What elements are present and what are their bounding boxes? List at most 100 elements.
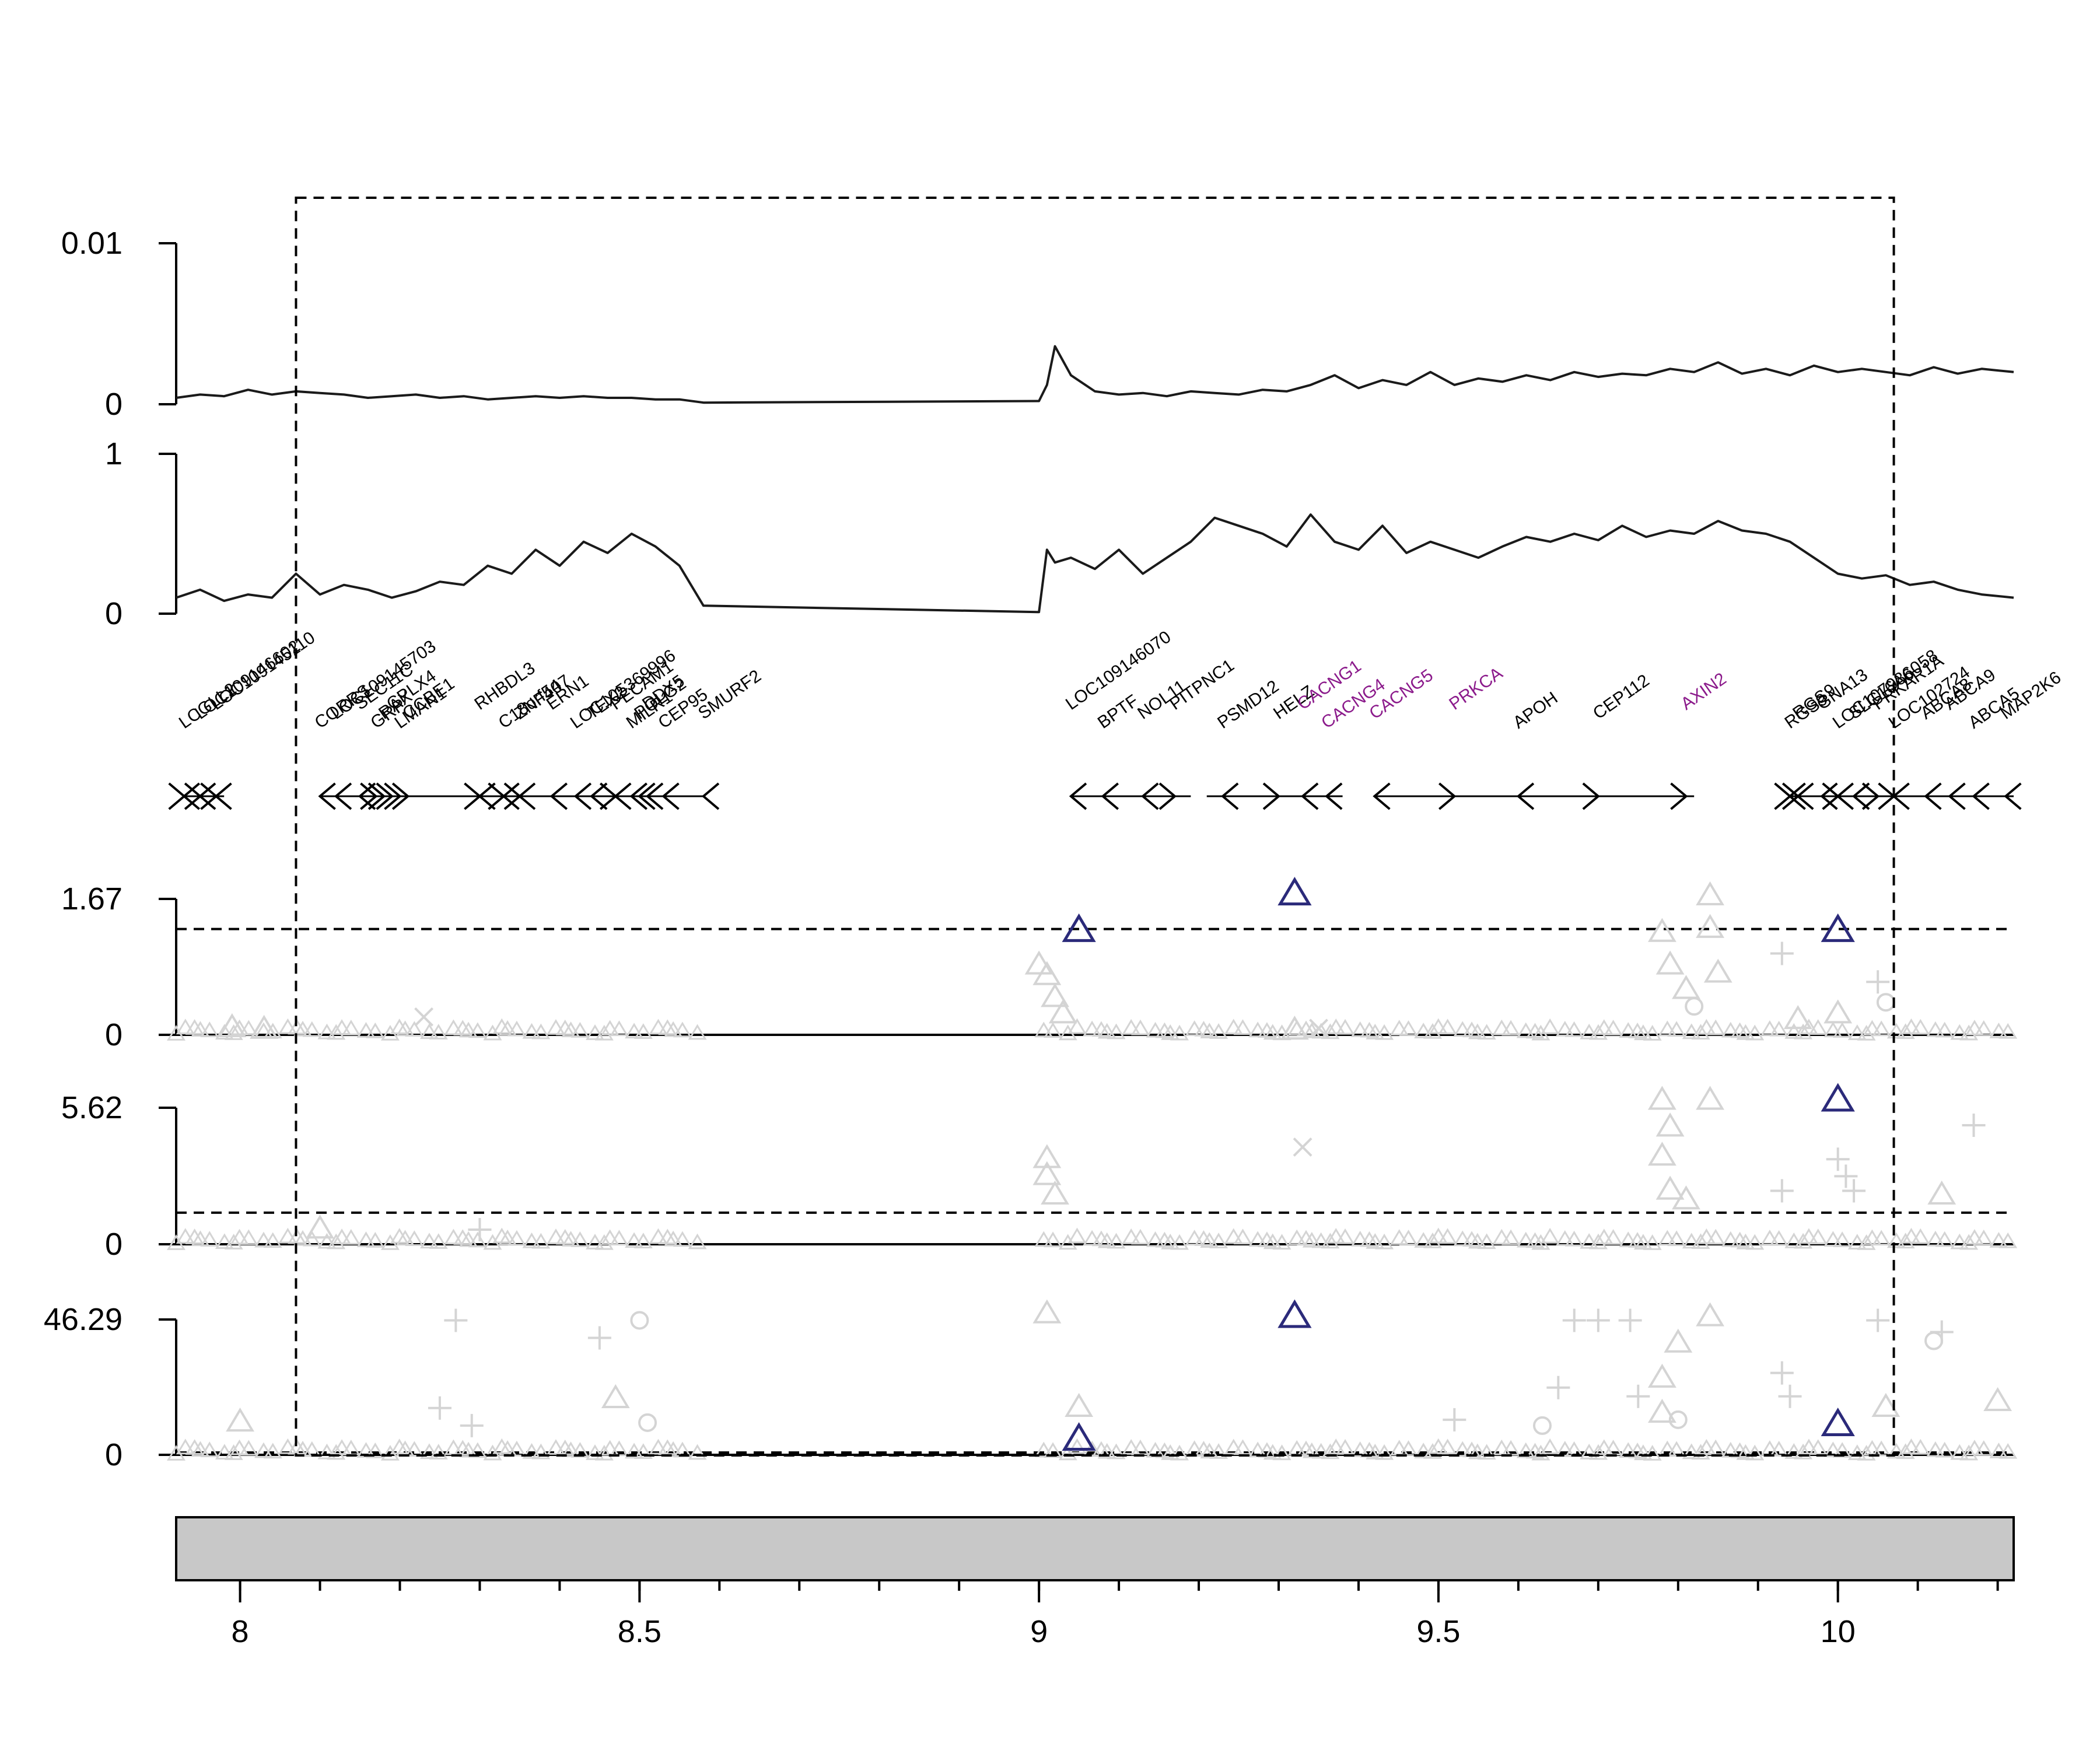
background-marker <box>1194 1020 1213 1037</box>
background-marker <box>1185 1020 1204 1036</box>
background-marker <box>191 1230 210 1247</box>
background-marker <box>1745 1234 1765 1250</box>
background-marker <box>215 1444 234 1460</box>
background-marker <box>1769 1020 1788 1037</box>
gene-strand-arrow <box>368 782 386 810</box>
background-marker <box>1224 1019 1243 1035</box>
background-marker <box>1619 1022 1638 1038</box>
background-marker <box>1618 1308 1642 1332</box>
background-marker <box>1706 1228 1726 1245</box>
background-marker <box>1044 1022 1062 1038</box>
background-marker <box>1155 1022 1174 1038</box>
background-marker <box>1911 1438 1930 1455</box>
background-marker <box>317 1023 337 1040</box>
chromosome-bar <box>175 1516 2015 1581</box>
background-marker <box>356 1442 376 1458</box>
background-marker <box>396 1020 415 1037</box>
gene-strand-arrow <box>1516 782 1535 810</box>
gene-label: PSMD12 <box>1214 677 1282 733</box>
background-marker <box>405 1230 424 1246</box>
background-marker <box>1950 1233 1969 1250</box>
background-marker <box>625 1232 643 1248</box>
background-marker <box>185 1228 204 1244</box>
background-marker <box>1336 1019 1354 1035</box>
background-marker <box>1502 1020 1521 1036</box>
gene-strand-arrow <box>1822 782 1854 810</box>
track-1: 0.01 0 <box>61 226 2014 422</box>
background-marker <box>1778 1384 1802 1408</box>
background-marker <box>1209 1233 1228 1248</box>
gene-label: BPTF <box>1094 691 1142 733</box>
background-marker <box>649 1019 668 1035</box>
background-marker <box>1871 1392 1901 1418</box>
background-marker <box>1911 1019 1930 1035</box>
gene-strand-arrow <box>488 782 520 810</box>
background-marker <box>1453 1021 1472 1037</box>
background-marker <box>1619 1231 1638 1247</box>
gene-strand-arrow <box>1101 782 1119 810</box>
background-marker <box>1887 1443 1906 1459</box>
background-marker <box>1983 1387 2013 1411</box>
background-marker <box>1824 1441 1843 1458</box>
highlighted-snp-marker <box>1821 913 1855 942</box>
track-3: 1.67 0 <box>61 877 2018 1052</box>
background-marker <box>1311 1232 1331 1248</box>
background-marker <box>1682 1443 1701 1460</box>
background-marker <box>1656 1112 1685 1137</box>
background-marker <box>507 1230 526 1246</box>
background-marker <box>1847 1024 1867 1040</box>
background-marker <box>1808 1439 1828 1455</box>
background-marker <box>1287 1229 1307 1245</box>
background-marker <box>1194 1230 1213 1246</box>
background-marker <box>610 1230 629 1246</box>
background-marker <box>561 1441 580 1457</box>
background-marker <box>288 1228 307 1244</box>
highlight-region-box <box>295 197 1895 1457</box>
background-marker <box>306 1214 334 1239</box>
background-marker <box>1647 918 1676 942</box>
background-marker <box>1770 942 1794 965</box>
background-marker <box>1872 1020 1891 1037</box>
background-marker <box>1263 1233 1282 1250</box>
background-marker <box>1564 1021 1584 1037</box>
background-marker <box>1647 1142 1676 1166</box>
background-marker <box>1682 1233 1701 1249</box>
background-marker <box>555 1228 575 1245</box>
background-marker <box>1336 1438 1354 1455</box>
background-marker <box>1516 1442 1535 1458</box>
background-marker <box>1257 1231 1276 1247</box>
background-marker <box>630 1311 649 1330</box>
background-marker <box>1842 1179 1866 1203</box>
background-marker <box>1794 1233 1813 1249</box>
background-marker <box>1685 997 1704 1016</box>
background-marker <box>1068 1018 1087 1034</box>
background-marker <box>1824 1231 1843 1247</box>
background-marker <box>1257 1442 1276 1458</box>
background-marker <box>1248 1021 1268 1038</box>
background-marker <box>1857 1024 1876 1041</box>
background-marker <box>1633 1234 1653 1250</box>
background-marker <box>658 1019 677 1035</box>
background-marker <box>1696 1302 1724 1326</box>
background-marker <box>1896 1233 1915 1249</box>
background-marker <box>250 1014 279 1039</box>
background-marker <box>1083 1020 1102 1037</box>
background-marker <box>1896 1443 1915 1460</box>
gene-strand-arrow <box>334 782 352 810</box>
background-marker <box>1730 1231 1749 1248</box>
background-marker <box>1586 1308 1610 1332</box>
background-marker <box>1097 1023 1116 1039</box>
background-marker <box>327 1024 346 1040</box>
gene-strand-arrow <box>168 782 200 810</box>
background-marker <box>1876 993 1895 1012</box>
gene-label: PRKCA <box>1446 663 1506 713</box>
background-marker <box>546 1439 565 1455</box>
background-marker <box>1438 1228 1457 1244</box>
gene-strand-arrow <box>645 782 664 810</box>
gene-strand-arrow <box>358 782 376 810</box>
gene-strand-arrow <box>1820 782 1838 810</box>
background-marker <box>1131 1019 1150 1035</box>
background-marker <box>1872 1440 1891 1457</box>
background-marker <box>1390 1229 1409 1245</box>
gene-strand-arrow <box>1069 782 1087 810</box>
